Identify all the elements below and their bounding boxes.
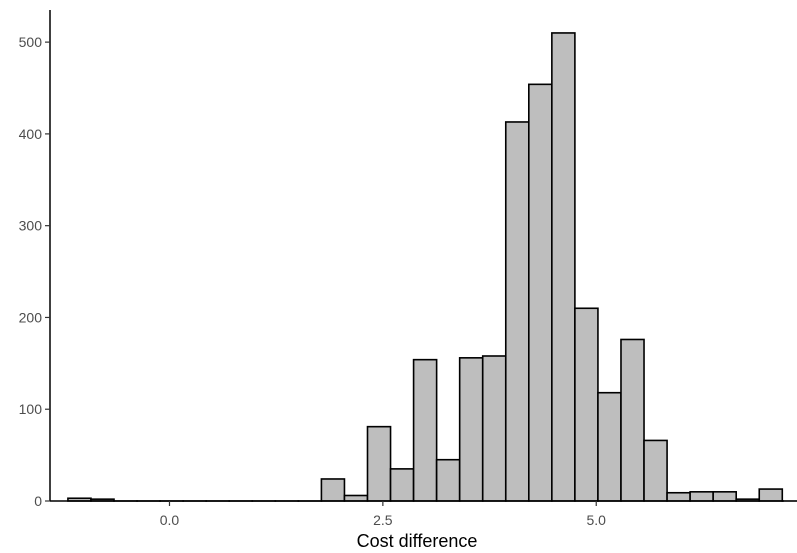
histogram-bar [666,491,691,502]
histogram-bar [712,491,738,502]
histogram-bar [435,458,461,502]
histogram-bar [597,391,622,502]
histogram-bar [481,355,507,502]
histogram-bar [458,357,484,502]
y-tick-label: 400 [19,126,43,142]
y-tick-label: 0 [34,493,42,509]
histogram-bar [412,358,438,502]
histogram-bar [389,468,415,502]
histogram-bar [528,83,553,502]
histogram-bar [504,121,530,502]
histogram-bars [67,32,797,502]
x-tick-label: 5.0 [586,512,606,528]
histogram-bar [320,478,346,502]
y-axis-ticks: 0 100 200 300 400 500 [19,34,50,509]
histogram-bar [643,439,668,502]
x-tick-label: 2.5 [373,512,393,528]
histogram-bar [689,491,714,502]
x-tick-label: 0.0 [160,512,180,528]
x-axis-title: Cost difference [357,531,478,551]
histogram-bar [620,338,645,502]
histogram-bar [343,494,369,502]
histogram-bar [551,32,576,502]
y-tick-label: 200 [19,309,43,325]
y-tick-label: 300 [19,218,43,234]
histogram-bar [574,307,599,502]
y-tick-label: 100 [19,401,43,417]
histogram-bar [366,425,392,502]
x-axis-ticks: 0.0 2.5 5.0 [160,501,606,528]
histogram-bar [758,488,784,502]
y-tick-label: 500 [19,34,43,50]
